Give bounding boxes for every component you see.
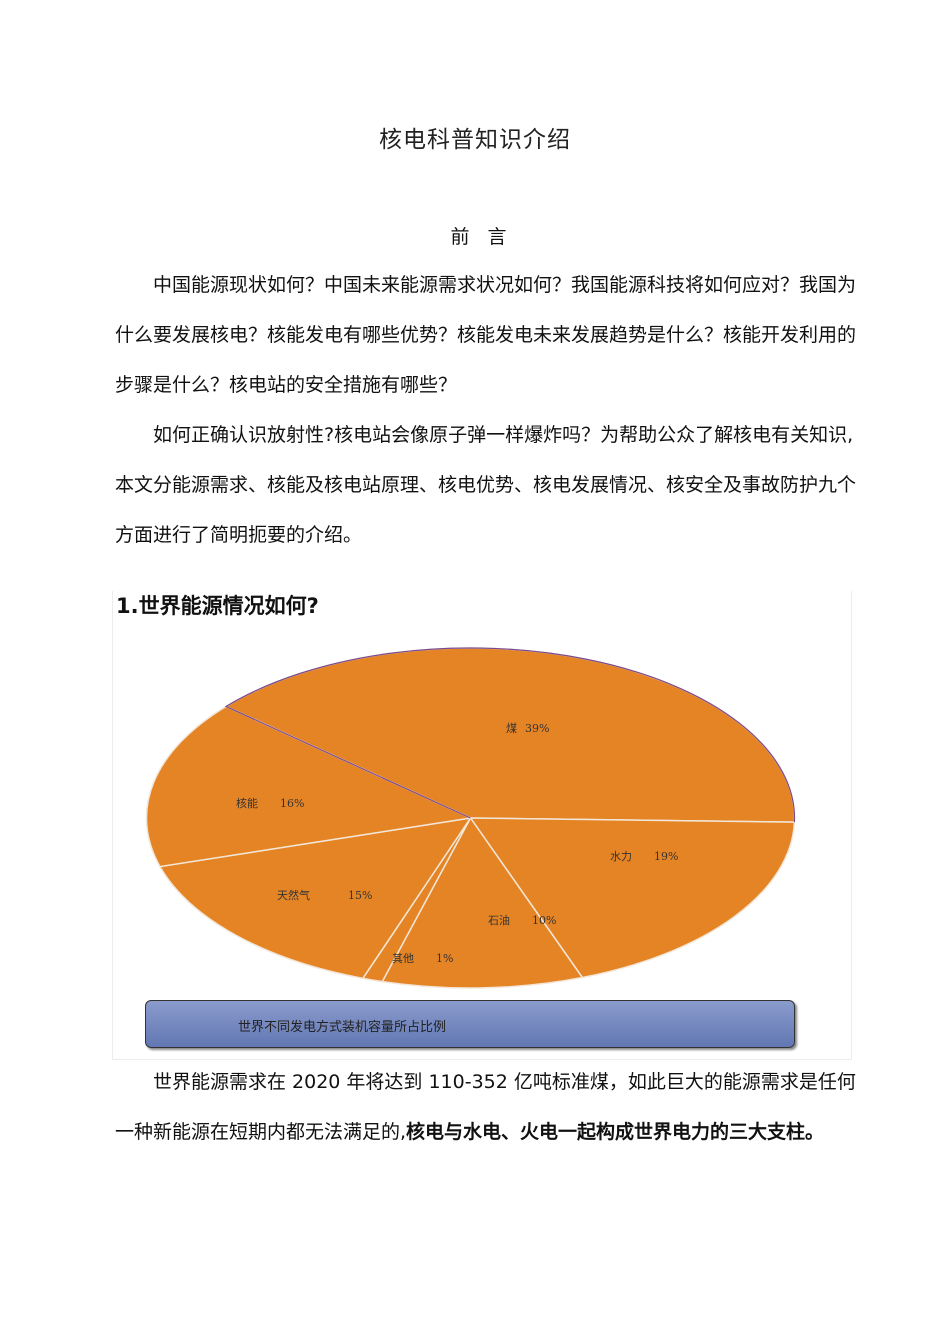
chart-frame bbox=[112, 591, 852, 1060]
slice-percent: 15% bbox=[348, 889, 373, 902]
chart-caption: 世界不同发电方式装机容量所占比例 bbox=[145, 1000, 795, 1048]
slice-label-oil: 石油 10% bbox=[488, 912, 556, 928]
slice-label-hydro: 水力 19% bbox=[610, 848, 678, 864]
slice-label-nuclear: 核能 16% bbox=[236, 795, 304, 811]
slice-percent: 1% bbox=[436, 952, 454, 965]
pie-slice-5 bbox=[145, 705, 474, 868]
slice-label-coal: 煤 39% bbox=[506, 720, 549, 736]
paragraph-text: 世界能源需求在 2020 年将达到 110-352 亿吨标准煤，如此巨大的能源需… bbox=[115, 1071, 856, 1143]
paragraph-intro-summary: 如何正确认识放射性?核电站会像原子弹一样爆炸吗？为帮助公众了解核电有关知识,本文… bbox=[115, 424, 857, 546]
slice-name: 水力 bbox=[610, 850, 632, 863]
slice-name: 煤 bbox=[506, 722, 517, 735]
slice-name: 天然气 bbox=[277, 889, 310, 902]
paragraph-world-energy: 世界能源需求在 2020 年将达到 110-352 亿吨标准煤，如此巨大的能源需… bbox=[115, 1057, 867, 1157]
pie-slice-1 bbox=[469, 817, 796, 979]
slice-percent: 39% bbox=[525, 722, 550, 735]
section-heading: 1.世界能源情况如何? bbox=[116, 594, 319, 618]
slice-percent: 16% bbox=[280, 797, 305, 810]
slice-name: 其他 bbox=[392, 952, 414, 965]
pie-slice-4 bbox=[158, 816, 473, 980]
slice-name: 石油 bbox=[488, 914, 510, 927]
chart-title: 世界不同发电方式装机容量所占比例 bbox=[238, 1020, 447, 1035]
slice-label-gas: 天然气 15% bbox=[277, 887, 372, 903]
slice-name: 核能 bbox=[236, 797, 258, 810]
paragraph-intro-questions: 中国能源现状如何？中国未来能源需求状况如何？我国能源科技将如何应对？我国为什么要… bbox=[115, 274, 857, 396]
slice-label-other: 其他 1% bbox=[392, 950, 453, 966]
slice-percent: 10% bbox=[532, 914, 557, 927]
pie-slice-outline bbox=[224, 647, 796, 823]
pie-slice-2 bbox=[381, 816, 584, 989]
slice-percent: 19% bbox=[654, 850, 679, 863]
paragraph-emphasis: 核电与水电、火电一起构成世界电力的三大支柱。 bbox=[406, 1121, 825, 1143]
document-title: 核电科普知识介绍 bbox=[379, 127, 571, 153]
preface-heading: 前 言 bbox=[450, 226, 513, 248]
